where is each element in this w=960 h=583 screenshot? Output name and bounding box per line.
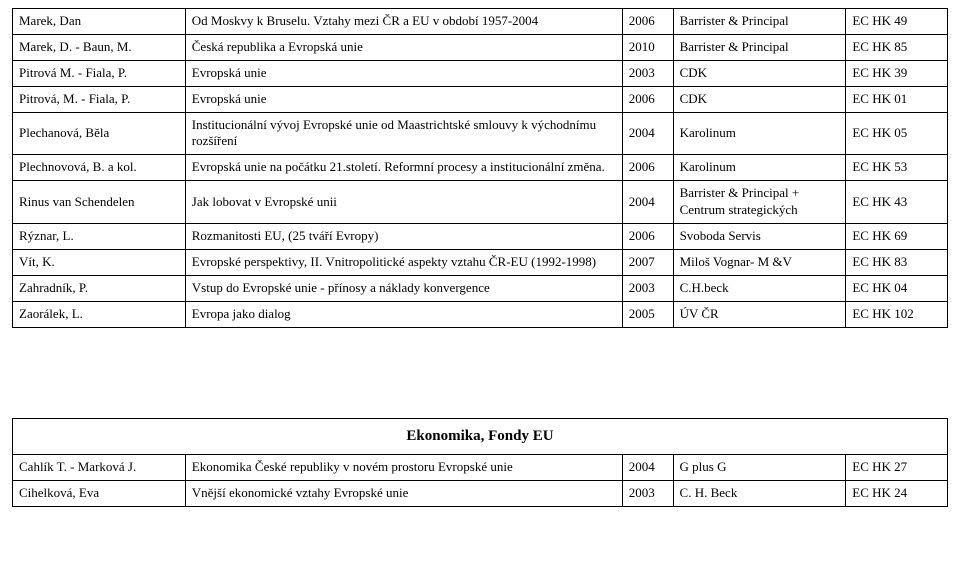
cell-year: 2006	[622, 86, 673, 112]
top-table-body: Marek, DanOd Moskvy k Bruselu. Vztahy me…	[13, 9, 948, 328]
cell-author: Cihelková, Eva	[13, 480, 186, 506]
cell-year: 2004	[622, 112, 673, 155]
cell-publisher: ÚV ČR	[673, 301, 846, 327]
table-row: Rinus van SchendelenJak lobovat v Evrops…	[13, 181, 948, 224]
cell-year: 2006	[622, 9, 673, 35]
table-row: Cihelková, EvaVnější ekonomické vztahy E…	[13, 480, 948, 506]
cell-publisher: Miloš Vognar- M &V	[673, 249, 846, 275]
cell-title: Rozmanitosti EU, (25 tváří Evropy)	[185, 224, 622, 250]
cell-author: Pitrová M. - Fiala, P.	[13, 60, 186, 86]
section-heading: Ekonomika, Fondy EU	[13, 418, 948, 455]
cell-year: 2004	[622, 181, 673, 224]
table-row: Vít, K.Evropské perspektivy, II. Vnitrop…	[13, 249, 948, 275]
cell-publisher: Karolinum	[673, 155, 846, 181]
cell-author: Marek, D. - Baun, M.	[13, 34, 186, 60]
cell-year: 2006	[622, 155, 673, 181]
table-row: Marek, D. - Baun, M.Česká republika a Ev…	[13, 34, 948, 60]
table-row: Zahradník, P.Vstup do Evropské unie - př…	[13, 275, 948, 301]
cell-code: EC HK 05	[846, 112, 948, 155]
top-table: Marek, DanOd Moskvy k Bruselu. Vztahy me…	[12, 8, 948, 328]
cell-author: Cahlík T. - Marková J.	[13, 455, 186, 481]
cell-author: Plechnovová, B. a kol.	[13, 155, 186, 181]
table-row: Plechanová, BělaInstitucionální vývoj Ev…	[13, 112, 948, 155]
cell-author: Pitrová, M. - Fiala, P.	[13, 86, 186, 112]
cell-code: EC HK 49	[846, 9, 948, 35]
cell-author: Zaorálek, L.	[13, 301, 186, 327]
cell-publisher: Karolinum	[673, 112, 846, 155]
cell-code: EC HK 24	[846, 480, 948, 506]
table-row: Rýznar, L.Rozmanitosti EU, (25 tváří Evr…	[13, 224, 948, 250]
cell-publisher: Barrister & Principal	[673, 34, 846, 60]
table-row: Zaorálek, L.Evropa jako dialog2005ÚV ČRE…	[13, 301, 948, 327]
cell-title: Evropská unie	[185, 86, 622, 112]
cell-year: 2003	[622, 275, 673, 301]
table-row: Pitrová, M. - Fiala, P.Evropská unie2006…	[13, 86, 948, 112]
cell-publisher: Barrister & Principal + Centrum strategi…	[673, 181, 846, 224]
table-row: Cahlík T. - Marková J.Ekonomika České re…	[13, 455, 948, 481]
bottom-table-rows: Cahlík T. - Marková J.Ekonomika České re…	[13, 455, 948, 507]
cell-code: EC HK 69	[846, 224, 948, 250]
section-gap	[12, 328, 948, 418]
cell-title: Česká republika a Evropská unie	[185, 34, 622, 60]
cell-title: Vstup do Evropské unie - přínosy a nákla…	[185, 275, 622, 301]
cell-title: Evropa jako dialog	[185, 301, 622, 327]
cell-code: EC HK 53	[846, 155, 948, 181]
cell-author: Zahradník, P.	[13, 275, 186, 301]
cell-year: 2003	[622, 480, 673, 506]
cell-publisher: CDK	[673, 60, 846, 86]
cell-year: 2007	[622, 249, 673, 275]
bottom-table-body: Ekonomika, Fondy EU	[13, 418, 948, 455]
cell-author: Rýznar, L.	[13, 224, 186, 250]
cell-publisher: Barrister & Principal	[673, 9, 846, 35]
cell-title: Od Moskvy k Bruselu. Vztahy mezi ČR a EU…	[185, 9, 622, 35]
cell-publisher: C. H. Beck	[673, 480, 846, 506]
cell-author: Rinus van Schendelen	[13, 181, 186, 224]
table-row: Marek, DanOd Moskvy k Bruselu. Vztahy me…	[13, 9, 948, 35]
cell-title: Evropská unie na počátku 21.století. Ref…	[185, 155, 622, 181]
cell-title: Jak lobovat v Evropské unii	[185, 181, 622, 224]
section-heading-row: Ekonomika, Fondy EU	[13, 418, 948, 455]
cell-code: EC HK 39	[846, 60, 948, 86]
cell-code: EC HK 85	[846, 34, 948, 60]
cell-publisher: G plus G	[673, 455, 846, 481]
cell-author: Vít, K.	[13, 249, 186, 275]
cell-code: EC HK 83	[846, 249, 948, 275]
cell-code: EC HK 27	[846, 455, 948, 481]
bottom-table: Ekonomika, Fondy EU Cahlík T. - Marková …	[12, 418, 948, 507]
table-row: Plechnovová, B. a kol.Evropská unie na p…	[13, 155, 948, 181]
cell-year: 2003	[622, 60, 673, 86]
cell-publisher: C.H.beck	[673, 275, 846, 301]
cell-code: EC HK 102	[846, 301, 948, 327]
cell-publisher: Svoboda Servis	[673, 224, 846, 250]
table-row: Pitrová M. - Fiala, P.Evropská unie2003C…	[13, 60, 948, 86]
cell-code: EC HK 04	[846, 275, 948, 301]
cell-publisher: CDK	[673, 86, 846, 112]
cell-year: 2010	[622, 34, 673, 60]
cell-author: Plechanová, Běla	[13, 112, 186, 155]
cell-year: 2004	[622, 455, 673, 481]
cell-year: 2006	[622, 224, 673, 250]
cell-title: Evropské perspektivy, II. Vnitropolitick…	[185, 249, 622, 275]
cell-title: Institucionální vývoj Evropské unie od M…	[185, 112, 622, 155]
cell-year: 2005	[622, 301, 673, 327]
cell-code: EC HK 43	[846, 181, 948, 224]
cell-code: EC HK 01	[846, 86, 948, 112]
cell-title: Ekonomika České republiky v novém prosto…	[185, 455, 622, 481]
cell-author: Marek, Dan	[13, 9, 186, 35]
cell-title: Evropská unie	[185, 60, 622, 86]
cell-title: Vnější ekonomické vztahy Evropské unie	[185, 480, 622, 506]
